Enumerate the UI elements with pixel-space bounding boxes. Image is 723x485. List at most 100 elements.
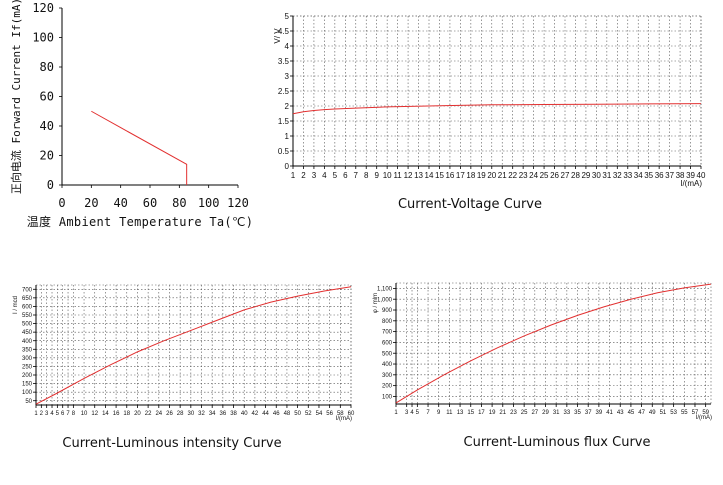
y-tick-label: 2 [285, 102, 290, 111]
y-tick-label: 100 [382, 395, 393, 401]
y-tick-label: 100 [32, 31, 54, 45]
series-line [91, 110, 188, 185]
x-tick-label: 5 [333, 171, 338, 180]
y-tick-label: 40 [40, 119, 54, 133]
y-tick-label: 700 [22, 287, 33, 293]
x-tick-label: 5 [56, 411, 60, 417]
x-tick-label: 8 [72, 411, 76, 417]
y-tick-label: 900 [382, 308, 393, 314]
series-line [35, 286, 352, 405]
y-tick-label: 500 [382, 351, 393, 357]
y-tick-label: 3 [285, 72, 290, 81]
y-tick-label: 500 [22, 322, 33, 328]
y-tick-label: 300 [22, 356, 33, 362]
x-tick-label: 20 [84, 196, 98, 210]
series-line [395, 283, 712, 404]
y-tick-label: 0 [285, 162, 290, 171]
y-tick-label: 350 [22, 347, 33, 353]
x-axis-label: I/(mA) [696, 415, 712, 421]
x-tick-label: 14 [102, 411, 109, 417]
x-tick-label: 40 [697, 171, 706, 180]
x-tick-label: 17 [478, 410, 485, 416]
x-tick-label: 44 [262, 411, 269, 417]
y-tick-label: 600 [382, 341, 393, 347]
x-tick-label: 21 [499, 410, 506, 416]
x-tick-label: 39 [596, 410, 603, 416]
x-tick-label: 38 [676, 171, 685, 180]
x-tick-label: 26 [166, 411, 173, 417]
x-tick-label: 13 [414, 171, 423, 180]
x-tick-label: 33 [564, 410, 571, 416]
x-tick-label: 35 [574, 410, 581, 416]
chart-title: Current-Luminous intensity Curve [62, 436, 281, 451]
x-tick-label: 11 [446, 410, 453, 416]
x-tick-label: 20 [487, 171, 496, 180]
y-tick-label: 1,100 [377, 287, 393, 293]
x-tick-label: 46 [273, 411, 280, 417]
x-tick-label: 4 [410, 410, 414, 416]
x-tick-label: 1 [394, 410, 398, 416]
x-tick-label: 30 [187, 411, 194, 417]
y-tick-label: 250 [22, 365, 33, 371]
y-tick-label: 400 [22, 339, 33, 345]
x-tick-label: 3 [405, 410, 409, 416]
x-tick-label: 50 [294, 411, 301, 417]
x-tick-label: 48 [284, 411, 291, 417]
current-luminous-flux-chart: 1 3 4 5 7 9 11 13 15 17 19 21 23 25 27 29 31 33 35 37 39 41 43… [373, 282, 712, 450]
x-tick-label: 36 [655, 171, 664, 180]
y-tick-label: 400 [382, 362, 393, 368]
x-tick-label: 35 [644, 171, 653, 180]
x-tick-label: 2 [301, 171, 306, 180]
x-tick-label: 21 [498, 171, 507, 180]
x-tick-label: 60 [143, 196, 157, 210]
x-tick-label: 5 [416, 410, 420, 416]
y-tick-label: 120 [32, 1, 54, 15]
y-tick-label: 2.5 [278, 87, 290, 96]
x-tick-label: 2 [40, 411, 44, 417]
x-tick-label: 11 [393, 171, 402, 180]
y-axis-label: I / mcd [13, 296, 19, 314]
x-tick-label: 27 [561, 171, 570, 180]
x-tick-label: 38 [230, 411, 237, 417]
x-tick-label: 25 [540, 171, 549, 180]
y-tick-label: 1,000 [377, 297, 393, 303]
y-tick-label: 50 [25, 399, 32, 405]
x-tick-label: 28 [177, 411, 184, 417]
x-tick-label: 27 [531, 410, 538, 416]
x-tick-label: 33 [623, 171, 632, 180]
x-tick-label: 41 [606, 410, 613, 416]
y-tick-label: 550 [22, 313, 33, 319]
y-tick-label: 800 [382, 319, 393, 325]
y-tick-label: 650 [22, 296, 33, 302]
y-tick-label: 5 [285, 12, 290, 21]
x-tick-label: 4 [50, 411, 54, 417]
series-line [292, 103, 702, 115]
x-tick-label: 51 [660, 410, 667, 416]
x-tick-label: 0 [58, 196, 65, 210]
x-tick-label: 8 [364, 171, 369, 180]
x-tick-label: 32 [613, 171, 622, 180]
y-tick-label: 1 [285, 132, 290, 141]
x-tick-label: 3 [312, 171, 317, 180]
y-tick-label: 200 [382, 384, 393, 390]
x-tick-label: 39 [686, 171, 695, 180]
x-tick-label: 37 [585, 410, 592, 416]
y-tick-label: 3.5 [278, 57, 290, 66]
x-tick-label: 26 [550, 171, 559, 180]
x-tick-label: 19 [477, 171, 486, 180]
x-tick-label: 31 [602, 171, 611, 180]
y-tick-label: 0 [47, 178, 54, 192]
y-tick-label: 1.5 [278, 117, 290, 126]
x-tick-label: 49 [649, 410, 656, 416]
y-tick-label: 60 [40, 90, 54, 104]
y-tick-label: 80 [40, 60, 54, 74]
y-tick-label: 200 [22, 373, 33, 379]
x-tick-label: 80 [172, 196, 186, 210]
x-tick-label: 60 [348, 411, 355, 417]
derating-chart: 0 20 40 60 80 100 120 0 20 40 60 80 100 120 温度 Ambient… [9, 0, 253, 229]
current-voltage-chart: 1 2 3 4 5 6 7 8 9 10 11 12 13 14 15 16 17 18 19 20 21 22 23 24 2… [273, 12, 706, 212]
x-tick-label: 20 [134, 411, 141, 417]
x-tick-label: 12 [91, 411, 98, 417]
y-axis-label: φ / mlm [373, 293, 379, 313]
x-tick-label: 34 [634, 171, 643, 180]
